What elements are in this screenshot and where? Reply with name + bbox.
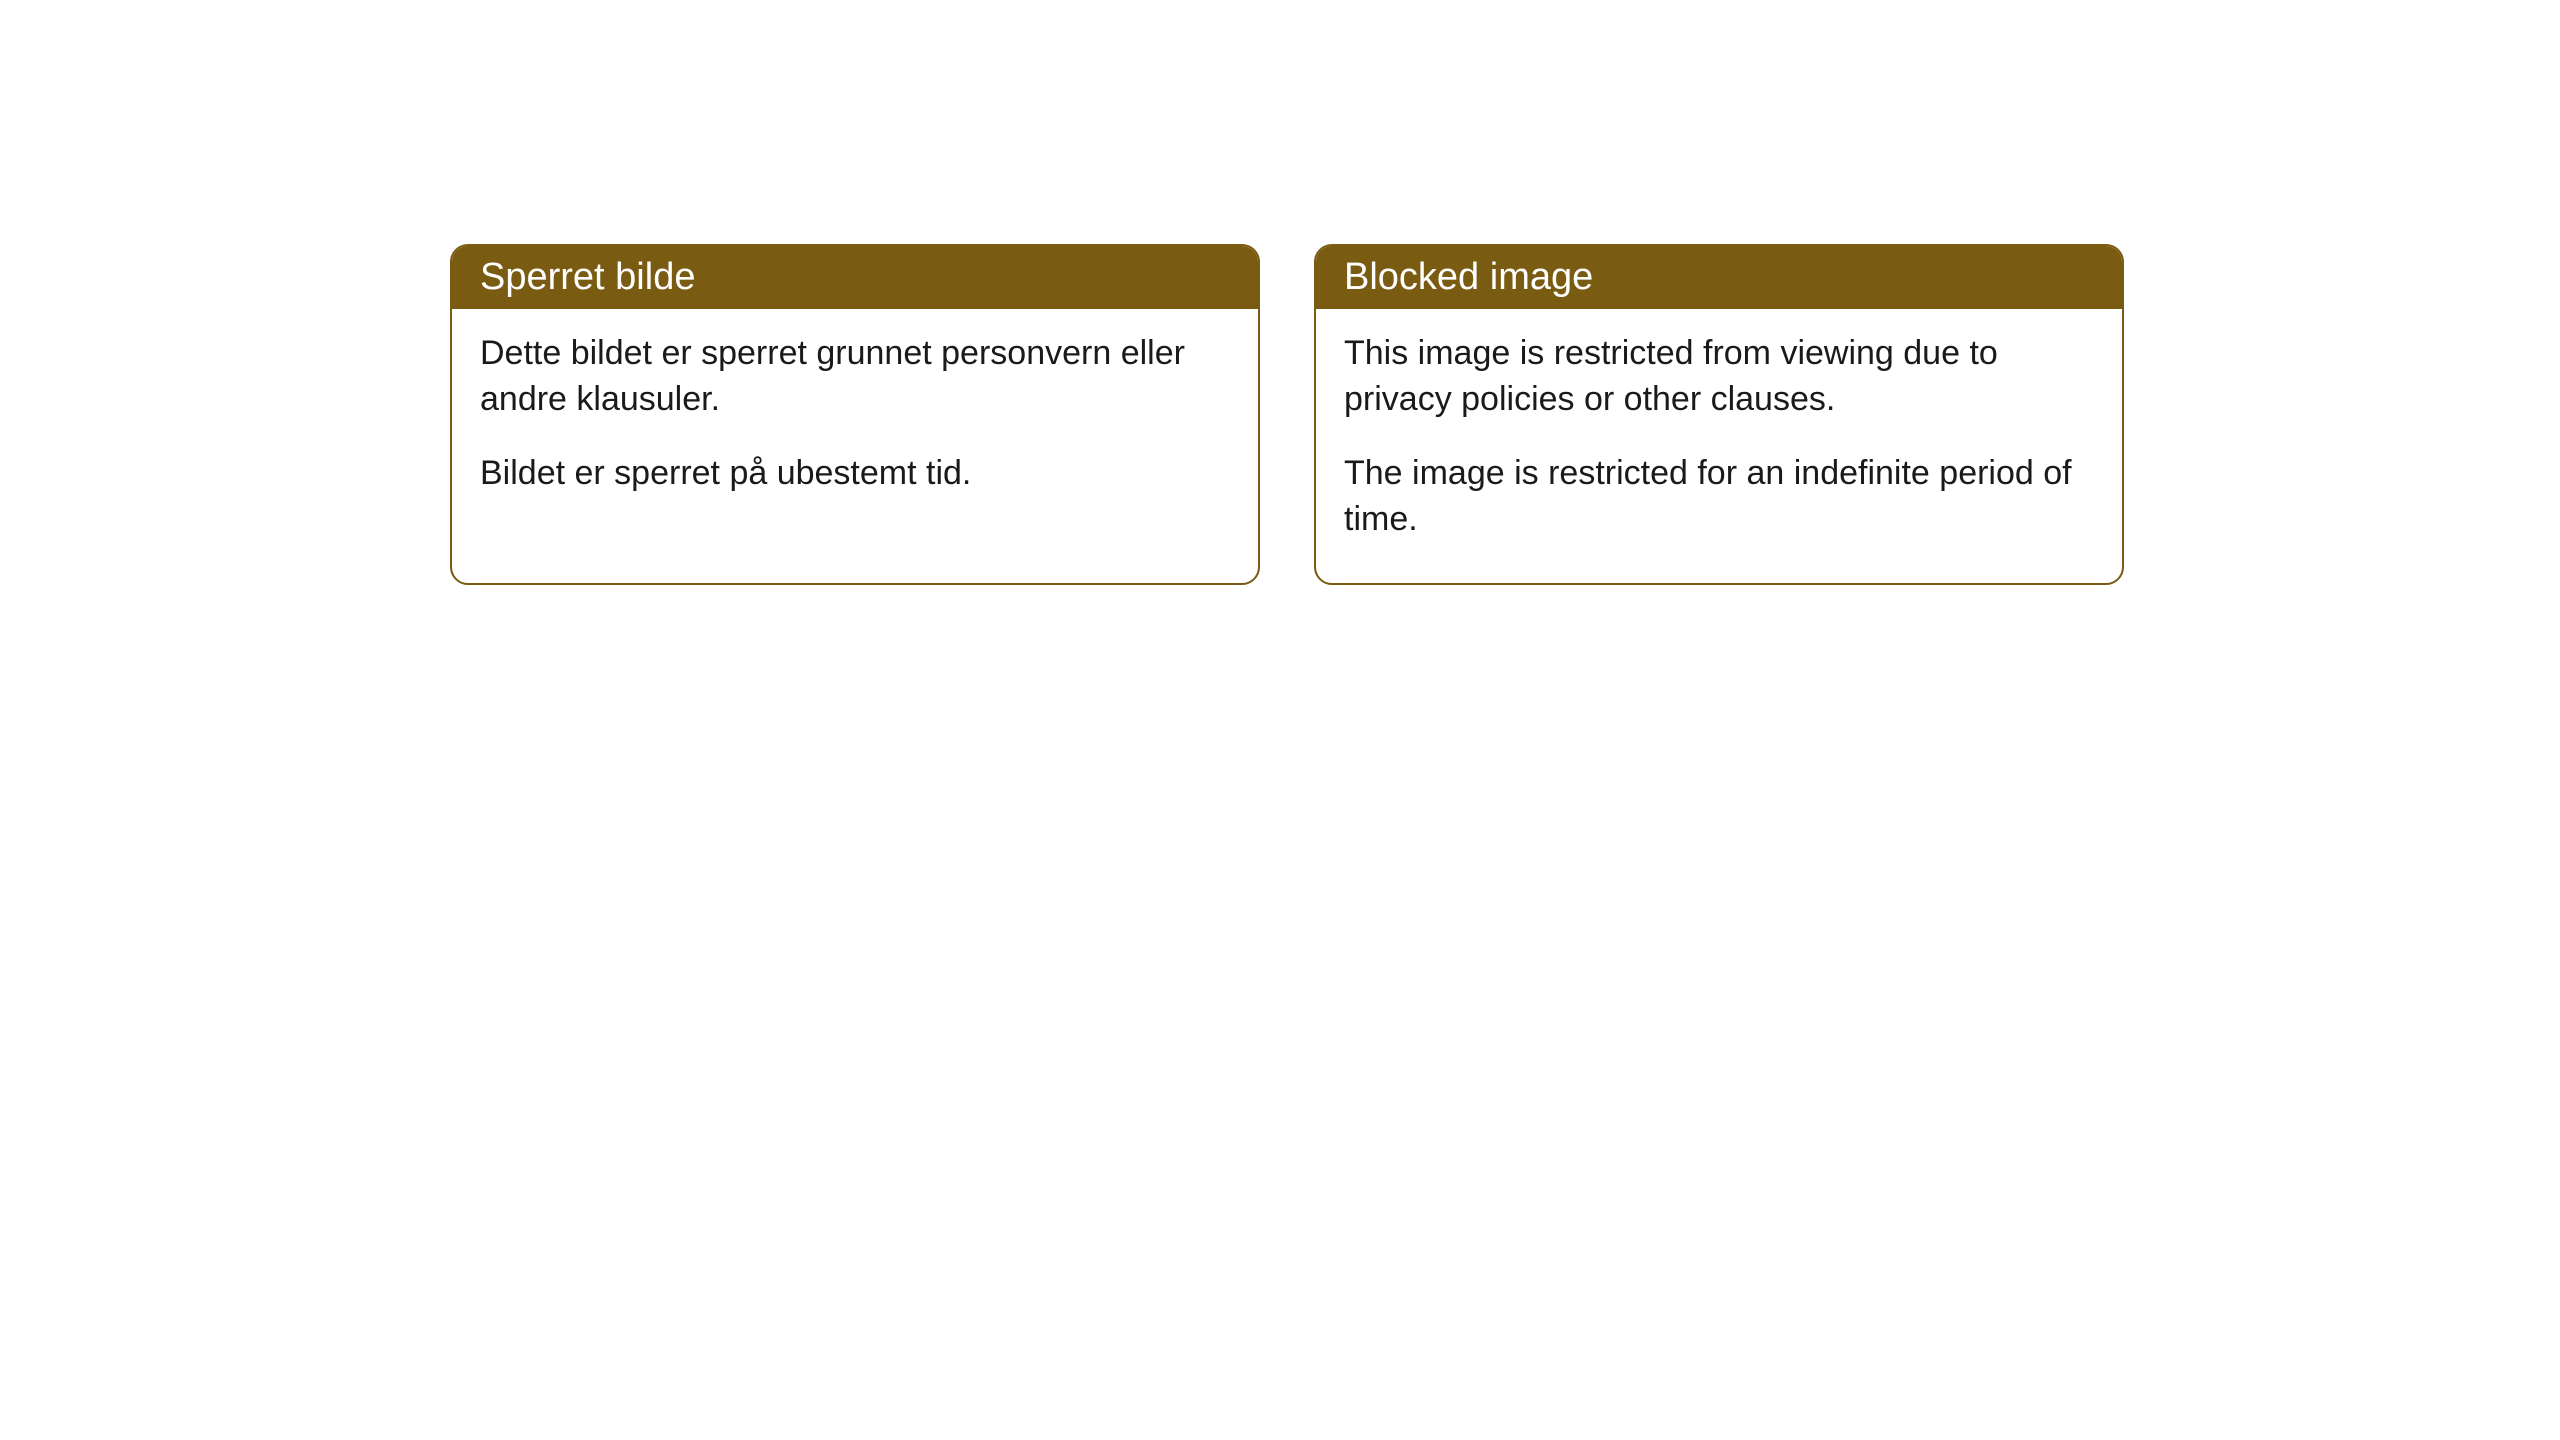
cards-container: Sperret bilde Dette bildet er sperret gr…: [450, 244, 2124, 585]
card-paragraph1-no: Dette bildet er sperret grunnet personve…: [480, 331, 1230, 423]
card-paragraph1-en: This image is restricted from viewing du…: [1344, 331, 2094, 423]
card-header-no: Sperret bilde: [452, 246, 1258, 309]
blocked-image-card-en: Blocked image This image is restricted f…: [1314, 244, 2124, 585]
blocked-image-card-no: Sperret bilde Dette bildet er sperret gr…: [450, 244, 1260, 585]
card-paragraph2-en: The image is restricted for an indefinit…: [1344, 451, 2094, 543]
card-body-no: Dette bildet er sperret grunnet personve…: [452, 309, 1258, 537]
card-header-en: Blocked image: [1316, 246, 2122, 309]
card-paragraph2-no: Bildet er sperret på ubestemt tid.: [480, 451, 1230, 497]
card-body-en: This image is restricted from viewing du…: [1316, 309, 2122, 583]
card-title-no: Sperret bilde: [480, 256, 695, 298]
card-title-en: Blocked image: [1344, 256, 1593, 298]
